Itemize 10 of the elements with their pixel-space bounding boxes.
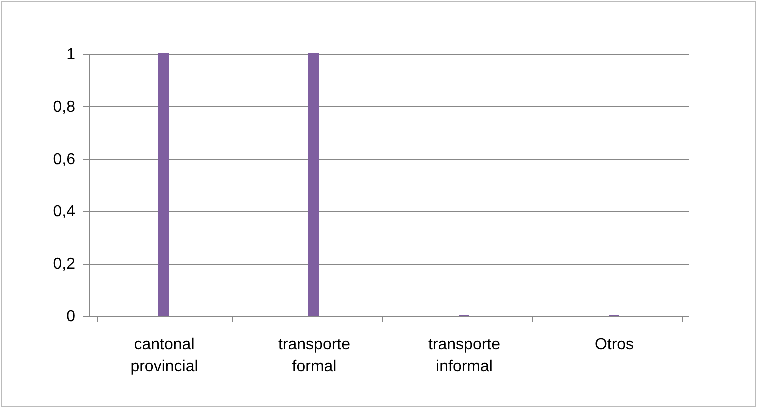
x-tick-label: transporte formal [278,336,351,376]
y-tick-label: 0,6 [53,151,76,168]
y-tick-label: 0,8 [53,98,76,116]
x-tick-label: transporte informal [428,336,501,376]
y-tick-label: 0,2 [53,256,76,274]
x-tick-label: cantonal provincial [130,336,198,376]
y-tick-label: 0,4 [53,204,76,221]
x-tick-label: Otros [594,336,634,354]
y-tick-label: 1 [66,46,76,64]
y-tick-label: 0 [66,308,76,326]
